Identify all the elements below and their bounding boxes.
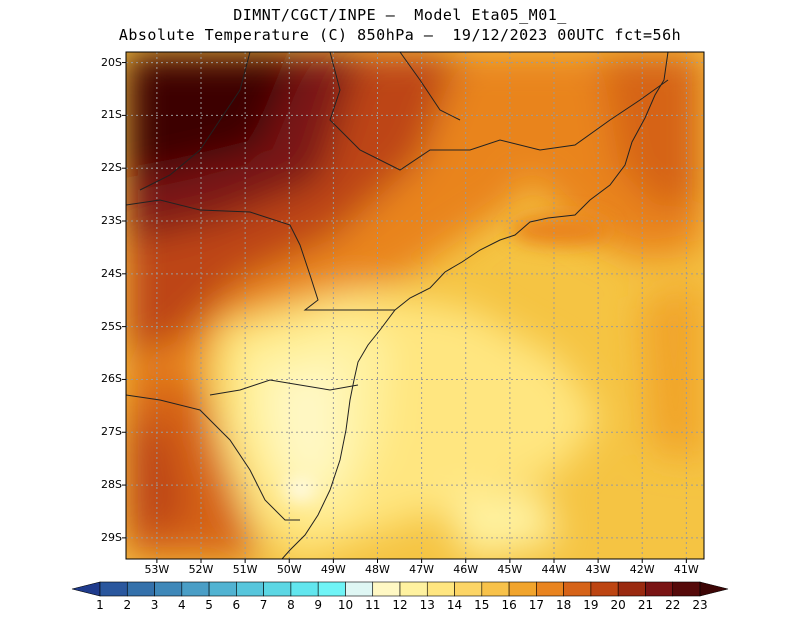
colorbar-label: 10 [337, 598, 354, 612]
colorbar-swatch [99, 581, 128, 597]
colorbar-swatch [236, 581, 264, 597]
state-border-mg [329, 51, 669, 171]
colorbar-swatch [426, 581, 455, 597]
colorbar-swatch [154, 581, 183, 597]
colorbar-label: 14 [446, 598, 463, 612]
lat-tick-label: 22S [101, 161, 122, 175]
plot-frame [125, 51, 705, 560]
lat-tick-label: 26S [101, 372, 122, 386]
lon-tick-label: 51W [232, 563, 258, 576]
lat-tick-label: 21S [101, 108, 122, 122]
colorbar-swatch [508, 581, 537, 597]
colorbar-label: 21 [637, 598, 654, 612]
colorbar-swatch [372, 581, 401, 597]
lon-tick-label: 47W [409, 563, 435, 576]
colorbar-swatch [563, 581, 592, 597]
state-border-north [399, 51, 461, 121]
colorbar-swatch [181, 581, 210, 597]
colorbar-label: 20 [610, 598, 626, 612]
colorbar [71, 581, 729, 597]
coastline [281, 51, 669, 560]
state-border-rs [125, 394, 300, 521]
state-border-ms [139, 51, 251, 191]
lon-tick-label: 43W [585, 563, 611, 576]
lon-tick-label: 52W [188, 563, 214, 576]
temp-zone-sw-hot [126, 420, 190, 540]
title-variable: Absolute Temperature (C) 850hPa – 19/12/… [118, 26, 682, 44]
colorbar-swatch [645, 581, 674, 597]
colorbar-label: 23 [692, 598, 708, 612]
colorbar-label: 13 [419, 598, 435, 612]
colorbar-swatch [672, 581, 701, 597]
temp-spot-cold [286, 480, 314, 500]
temp-zone-coolest [270, 360, 340, 500]
colorbar-swatch [536, 581, 564, 597]
colorbar-label: 16 [501, 598, 517, 612]
lon-tick-label: 41W [673, 563, 699, 576]
colorbar-label: 6 [232, 598, 241, 612]
colorbar-label: 17 [528, 598, 544, 612]
lat-tick-label: 29S [101, 530, 122, 544]
colorbar-label: 19 [583, 598, 599, 612]
lon-tick-label: 49W [320, 563, 346, 576]
temp-spot-coast-warm [510, 214, 610, 246]
state-border-pr [125, 199, 395, 311]
colorbar-swatch [290, 581, 319, 597]
colorbar-label: 1 [96, 598, 104, 612]
colorbar-swatch [208, 581, 237, 597]
colorbar-label: 5 [205, 598, 213, 612]
colorbar-label: 12 [392, 598, 408, 612]
temp-zone-east-hot [600, 52, 704, 210]
lat-tick-label: 24S [101, 266, 122, 280]
colorbar-swatch [345, 581, 374, 597]
colorbar-swatch [263, 581, 292, 597]
lon-tick-label: 42W [629, 563, 655, 576]
colorbar-label: 3 [150, 598, 159, 612]
lon-tick-label: 45W [497, 563, 523, 576]
colorbar-arrow-low [71, 581, 101, 597]
colorbar-swatch [454, 581, 483, 597]
colorbar-swatch [481, 581, 510, 597]
colorbar-label: 4 [177, 598, 186, 612]
lat-tick-label: 23S [101, 214, 122, 227]
temp-zone-hottest [126, 52, 300, 180]
colorbar-swatch [617, 581, 646, 597]
colorbar-label: 8 [287, 598, 295, 612]
title-source: DIMNT/CGCT/INPE – Model Eta05_M01_ [233, 6, 567, 24]
lon-tick-label: 44W [541, 563, 567, 576]
lat-tick-label: 28S [101, 478, 122, 492]
colorbar-label: 9 [314, 598, 322, 612]
temperature-field [126, 52, 704, 559]
colorbar-arrow-high [699, 581, 729, 597]
colorbar-label: 15 [474, 598, 490, 612]
colorbar-label: 2 [123, 598, 132, 612]
lat-tick-label: 20S [101, 55, 122, 69]
temp-zone-ocean-cool [440, 490, 560, 559]
lat-tick-label: 27S [101, 425, 122, 439]
lon-tick-label: 53W [144, 563, 170, 576]
colorbar-label: 18 [555, 598, 572, 612]
colorbar-swatch [126, 581, 155, 597]
lat-tick-label: 25S [101, 319, 122, 333]
colorbar-label: 11 [365, 598, 381, 612]
colorbar-swatch [399, 581, 428, 597]
state-border-sc [209, 379, 359, 396]
colorbar-label: 22 [665, 598, 681, 612]
lon-tick-label: 46W [453, 563, 479, 576]
colorbar-swatch [590, 581, 619, 597]
lat-lon-grid [122, 52, 704, 563]
colorbar-label: 7 [259, 598, 268, 612]
colorbar-swatch [317, 581, 346, 597]
coastlines-and-borders [125, 51, 669, 560]
lon-tick-label: 48W [365, 563, 390, 576]
temp-zone-ocean-se [640, 280, 704, 460]
lon-tick-label: 50W [276, 563, 302, 576]
